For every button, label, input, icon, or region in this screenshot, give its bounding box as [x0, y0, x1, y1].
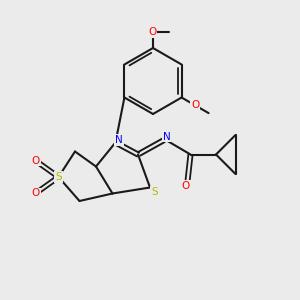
- Text: O: O: [182, 181, 190, 191]
- Text: N: N: [163, 131, 170, 142]
- Text: O: O: [32, 155, 40, 166]
- Text: O: O: [191, 100, 199, 110]
- Text: O: O: [32, 188, 40, 199]
- Text: S: S: [55, 172, 62, 182]
- Text: N: N: [115, 135, 123, 145]
- Text: O: O: [148, 27, 157, 38]
- Text: S: S: [151, 187, 158, 197]
